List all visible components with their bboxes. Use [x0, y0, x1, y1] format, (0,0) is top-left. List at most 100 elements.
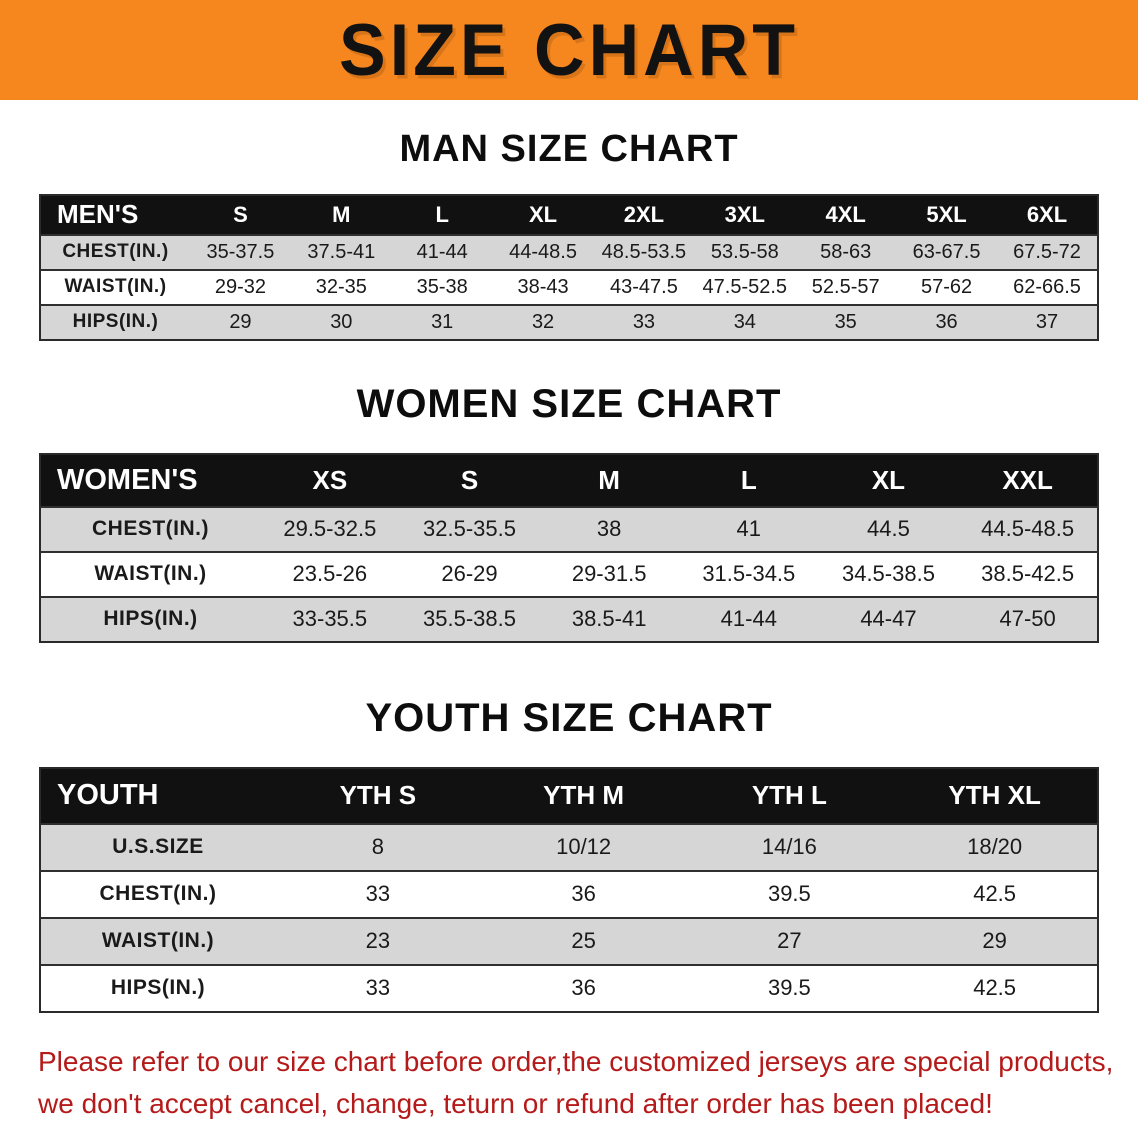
- youth-table-row-2: WAIST(IN.) 23 25 27 29: [40, 916, 1098, 965]
- youth-cell-2-4: 29: [892, 916, 1098, 965]
- youth-cell-3-3: 39.5: [686, 963, 893, 1012]
- youth-cell-2-1: 23: [275, 916, 481, 965]
- men-size-header-6: 3XL: [694, 194, 796, 235]
- men-cell-1-8: 57-62: [896, 268, 997, 305]
- youth-cell-3-2: 36: [480, 963, 687, 1012]
- men-cell-1-1: 29-32: [190, 268, 291, 305]
- men-header-row: MEN'S S M L XL 2XL 3XL 4XL 5XL 6XL: [40, 194, 1098, 235]
- men-cell-0-7: 58-63: [795, 233, 897, 270]
- youth-table-title: YOUTH: [40, 767, 275, 824]
- men-cell-0-5: 48.5-53.5: [593, 233, 695, 270]
- men-row-label-2: HIPS(IN.): [40, 303, 190, 340]
- youth-cell-0-2: 10/12: [480, 822, 687, 871]
- men-cell-0-1: 35-37.5: [190, 233, 291, 270]
- men-cell-0-4: 44-48.5: [492, 233, 594, 270]
- women-table-row-2: HIPS(IN.) 33-35.5 35.5-38.5 38.5-41 41-44 44-…: [40, 595, 1098, 642]
- women-cell-2-3: 38.5-41: [539, 595, 679, 642]
- men-size-header-2: M: [290, 194, 392, 235]
- men-size-header-3: L: [391, 194, 493, 235]
- women-cell-2-1: 33-35.5: [260, 595, 400, 642]
- women-cell-1-4: 31.5-34.5: [678, 550, 819, 597]
- women-cell-1-6: 38.5-42.5: [958, 550, 1098, 597]
- men-table-row-0: CHEST(IN.) 35-37.5 37.5-41 41-44 44-48.5 48.5…: [40, 233, 1098, 270]
- men-cell-2-3: 31: [391, 303, 493, 340]
- men-cell-1-3: 35-38: [391, 268, 493, 305]
- women-row-label-1: WAIST(IN.): [40, 550, 260, 597]
- women-cell-2-4: 41-44: [678, 595, 819, 642]
- men-cell-0-9: 67.5-72: [997, 233, 1098, 270]
- men-size-header-5: 2XL: [593, 194, 695, 235]
- women-cell-1-2: 26-29: [399, 550, 540, 597]
- women-table-title: WOMEN'S: [40, 453, 260, 507]
- youth-size-table: YOUTH YTH S YTH M YTH L YTH XL U.S.SIZE 8 10/12…: [39, 766, 1099, 1013]
- youth-size-header-1: YTH S: [275, 767, 481, 824]
- women-cell-2-5: 44-47: [818, 595, 959, 642]
- men-cell-2-6: 34: [694, 303, 796, 340]
- men-cell-1-6: 47.5-52.5: [694, 268, 796, 305]
- men-cell-2-7: 35: [795, 303, 897, 340]
- youth-row-label-1: CHEST(IN.): [40, 869, 275, 918]
- youth-cell-1-3: 39.5: [686, 869, 893, 918]
- men-size-chart-section: MAN SIZE CHART MEN'S S M L XL 2XL 3XL 4XL 5XL 6XL…: [0, 128, 1138, 341]
- men-cell-0-8: 63-67.5: [896, 233, 997, 270]
- men-cell-1-4: 38-43: [492, 268, 594, 305]
- men-cell-2-4: 32: [492, 303, 594, 340]
- youth-size-header-4: YTH XL: [892, 767, 1098, 824]
- men-size-header-9: 6XL: [997, 194, 1098, 235]
- youth-header-row: YOUTH YTH S YTH M YTH L YTH XL: [40, 767, 1098, 824]
- youth-cell-1-1: 33: [275, 869, 481, 918]
- women-row-label-2: HIPS(IN.): [40, 595, 260, 642]
- youth-row-label-0: U.S.SIZE: [40, 822, 275, 871]
- men-size-header-7: 4XL: [795, 194, 897, 235]
- women-size-chart-section: WOMEN SIZE CHART WOMEN'S XS S M L XL XXL CHEST(…: [0, 381, 1138, 643]
- women-header-row: WOMEN'S XS S M L XL XXL: [40, 453, 1098, 507]
- order-disclaimer: Please refer to our size chart before or…: [38, 1041, 1114, 1125]
- men-size-table: MEN'S S M L XL 2XL 3XL 4XL 5XL 6XL CHEST(IN.) 35-37…: [39, 193, 1099, 341]
- youth-cell-1-2: 36: [480, 869, 687, 918]
- women-cell-0-4: 41: [678, 505, 819, 552]
- women-size-header-1: XS: [260, 453, 400, 507]
- women-cell-0-3: 38: [539, 505, 679, 552]
- page-title: SIZE CHART: [339, 9, 799, 91]
- men-cell-2-8: 36: [896, 303, 997, 340]
- women-size-header-5: XL: [818, 453, 959, 507]
- men-cell-0-3: 41-44: [391, 233, 493, 270]
- women-table-row-1: WAIST(IN.) 23.5-26 26-29 29-31.5 31.5-34.5 34…: [40, 550, 1098, 597]
- women-cell-1-5: 34.5-38.5: [818, 550, 959, 597]
- women-size-header-2: S: [399, 453, 540, 507]
- men-table-row-2: HIPS(IN.) 29 30 31 32 33 34 35 36 37: [40, 303, 1098, 340]
- men-cell-2-9: 37: [997, 303, 1098, 340]
- women-size-header-3: M: [539, 453, 679, 507]
- women-size-table: WOMEN'S XS S M L XL XXL CHEST(IN.) 29.5-32.5 32.5…: [39, 452, 1099, 643]
- youth-cell-0-3: 14/16: [686, 822, 893, 871]
- youth-cell-2-3: 27: [686, 916, 893, 965]
- women-cell-0-1: 29.5-32.5: [260, 505, 400, 552]
- women-cell-2-6: 47-50: [958, 595, 1098, 642]
- youth-table-row-0: U.S.SIZE 8 10/12 14/16 18/20: [40, 822, 1098, 871]
- men-cell-1-2: 32-35: [290, 268, 392, 305]
- men-size-header-1: S: [190, 194, 291, 235]
- youth-row-label-3: HIPS(IN.): [40, 963, 275, 1012]
- men-cell-1-9: 62-66.5: [997, 268, 1098, 305]
- youth-size-header-2: YTH M: [480, 767, 687, 824]
- disclaimer-line-1: Please refer to our size chart before or…: [38, 1045, 1114, 1077]
- youth-chart-heading: YOUTH SIZE CHART: [365, 695, 773, 740]
- men-cell-0-2: 37.5-41: [290, 233, 392, 270]
- men-cell-0-6: 53.5-58: [694, 233, 796, 270]
- youth-cell-0-4: 18/20: [892, 822, 1098, 871]
- youth-size-header-3: YTH L: [686, 767, 893, 824]
- men-cell-2-1: 29: [190, 303, 291, 340]
- youth-cell-0-1: 8: [275, 822, 481, 871]
- men-cell-1-7: 52.5-57: [795, 268, 897, 305]
- youth-size-chart-section: YOUTH SIZE CHART YOUTH YTH S YTH M YTH L YTH…: [0, 695, 1138, 1013]
- men-table-row-1: WAIST(IN.) 29-32 32-35 35-38 38-43 43-47.5 47.…: [40, 268, 1098, 305]
- men-size-header-4: XL: [492, 194, 594, 235]
- youth-cell-3-1: 33: [275, 963, 481, 1012]
- men-chart-heading: MAN SIZE CHART: [399, 128, 739, 170]
- men-cell-2-2: 30: [290, 303, 392, 340]
- men-cell-1-5: 43-47.5: [593, 268, 695, 305]
- women-cell-2-2: 35.5-38.5: [399, 595, 540, 642]
- women-chart-heading: WOMEN SIZE CHART: [356, 381, 782, 426]
- disclaimer-line-2: we don't accept cancel, change, teturn o…: [38, 1087, 993, 1119]
